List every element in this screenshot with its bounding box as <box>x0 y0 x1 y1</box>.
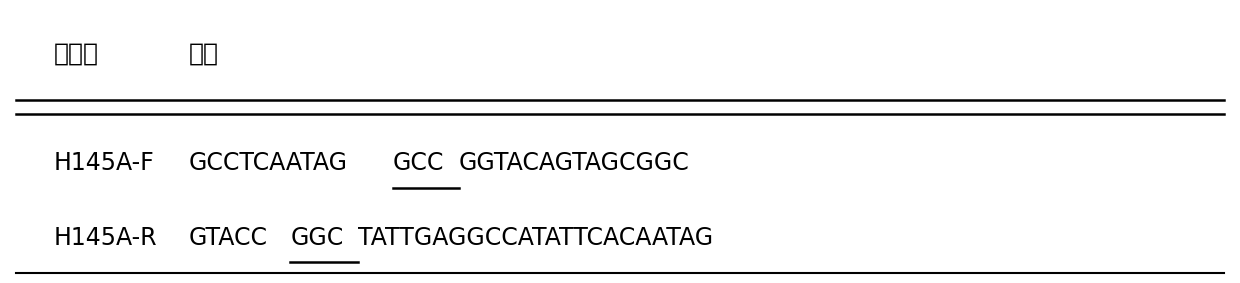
Text: GCCTCAATAG: GCCTCAATAG <box>188 151 348 175</box>
Text: GGC: GGC <box>290 226 343 250</box>
Text: H145A-R: H145A-R <box>53 226 157 250</box>
Text: 突变体: 突变体 <box>53 42 98 66</box>
Text: H145A-F: H145A-F <box>53 151 154 175</box>
Text: GTACC: GTACC <box>188 226 268 250</box>
Text: GCC: GCC <box>393 151 444 175</box>
Text: TATTGAGGCCATATTCACAATAG: TATTGAGGCCATATTCACAATAG <box>358 226 713 250</box>
Text: GGTACAGTAGCGGC: GGTACAGTAGCGGC <box>459 151 689 175</box>
Text: 引物: 引物 <box>188 42 219 66</box>
